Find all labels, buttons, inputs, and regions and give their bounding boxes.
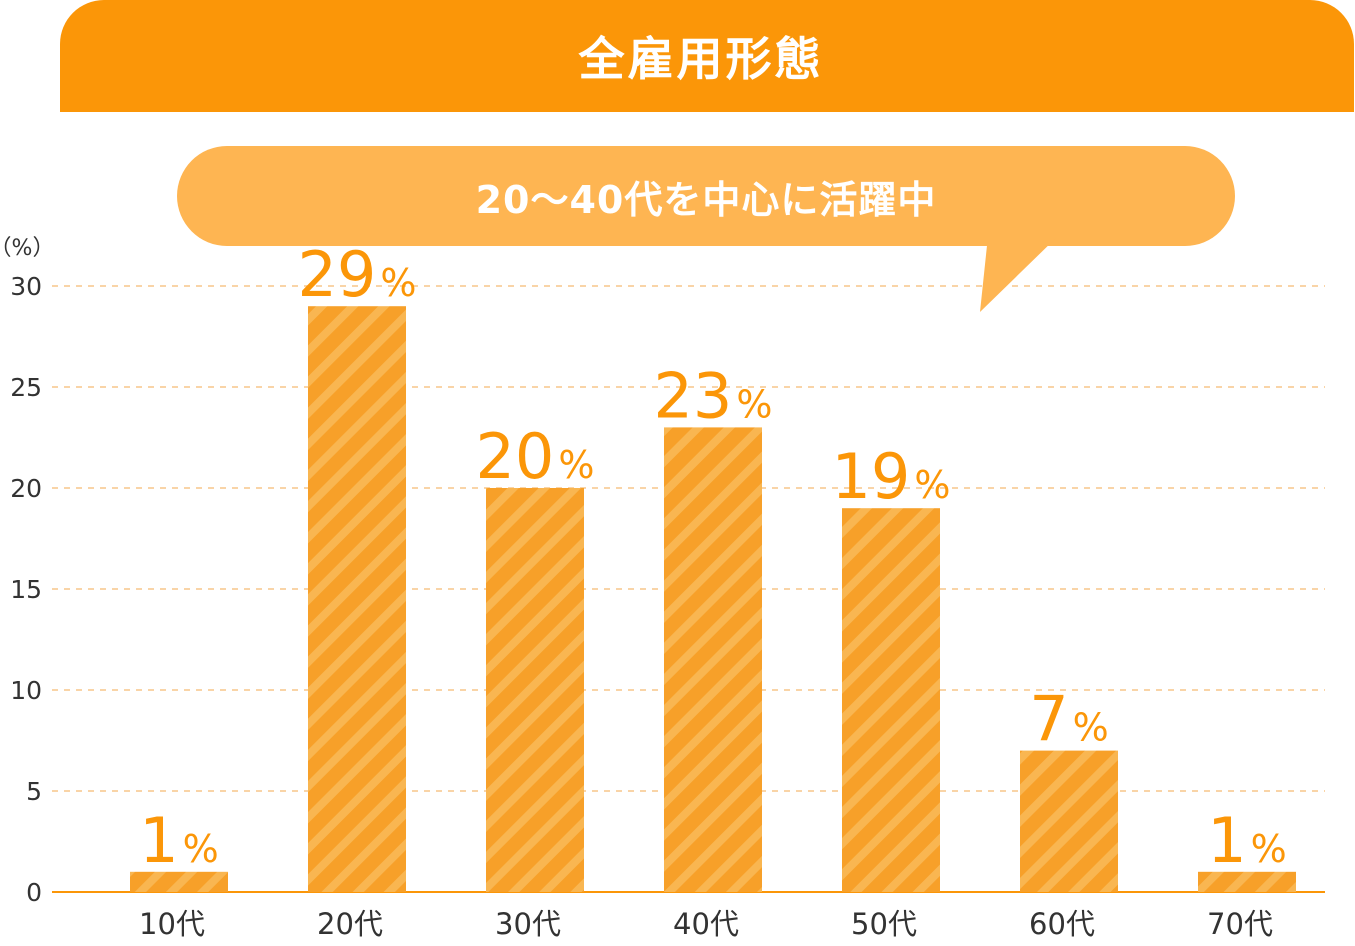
callout-bubble	[177, 146, 1235, 312]
bar	[130, 871, 228, 892]
bar	[308, 306, 406, 892]
bar-value-label: 1%	[139, 804, 219, 877]
bar-value-label: 23%	[653, 359, 772, 432]
bar	[1198, 871, 1296, 892]
x-tick-label: 70代	[1207, 907, 1273, 941]
bar-value-label: 29%	[297, 238, 416, 311]
bar-value-label: 1%	[1207, 804, 1287, 877]
y-tick-label: 25	[10, 373, 42, 402]
y-tick-label: 5	[26, 777, 42, 806]
y-tick-label: 20	[10, 474, 42, 503]
bar-value-label: 19%	[831, 440, 950, 513]
y-tick-label: 15	[10, 575, 42, 604]
callout-bubble-body	[177, 146, 1235, 246]
bar	[842, 508, 940, 892]
x-tick-label: 50代	[851, 907, 917, 941]
y-tick-label: 0	[26, 878, 42, 907]
bar	[1020, 750, 1118, 892]
bar-value-label: 20%	[475, 420, 594, 493]
x-axis-ticks: 10代 20代 30代 40代 50代 60代 70代	[139, 907, 1273, 941]
x-tick-label: 60代	[1029, 907, 1095, 941]
y-tick-label: 30	[10, 272, 42, 301]
x-tick-label: 10代	[139, 907, 205, 941]
value-labels: 1 % 29 % 20 % 23 % 19 % 7 % 1%	[139, 238, 1287, 877]
y-axis-ticks: 0 5 10 15 20 25 30	[10, 272, 42, 907]
bar-value-label: 7%	[1029, 683, 1109, 756]
bar	[664, 427, 762, 892]
bar	[486, 488, 584, 892]
x-tick-label: 40代	[673, 907, 739, 941]
callout-bubble-tail	[980, 236, 1058, 312]
x-tick-label: 20代	[317, 907, 383, 941]
callout-text: 20～40代を中心に活躍中	[475, 177, 937, 222]
header-banner: 全雇用形態	[60, 0, 1354, 112]
y-tick-label: 10	[10, 676, 42, 705]
chart-title: 全雇用形態	[578, 32, 824, 86]
bars	[130, 306, 1296, 892]
y-axis-unit-label: （%）	[0, 236, 54, 261]
x-tick-label: 30代	[495, 907, 561, 941]
